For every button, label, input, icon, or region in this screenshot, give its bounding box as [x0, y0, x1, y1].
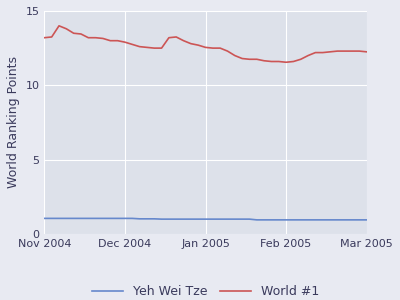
Yeh Wei Tze: [144, 217, 149, 220]
Yeh Wei Tze: [342, 218, 347, 222]
World #1: [203, 46, 208, 49]
Yeh Wei Tze: [196, 217, 200, 221]
Yeh Wei Tze: [276, 218, 281, 222]
Yeh Wei Tze: [181, 217, 186, 221]
World #1: [100, 37, 105, 40]
Yeh Wei Tze: [218, 217, 222, 221]
World #1: [291, 60, 296, 63]
Yeh Wei Tze: [137, 217, 142, 220]
Yeh Wei Tze: [328, 218, 332, 222]
World #1: [115, 39, 120, 43]
World #1: [342, 49, 347, 53]
World #1: [240, 57, 244, 60]
Yeh Wei Tze: [291, 218, 296, 222]
Yeh Wei Tze: [210, 217, 215, 221]
World #1: [357, 49, 362, 53]
Yeh Wei Tze: [247, 217, 252, 221]
World #1: [93, 36, 98, 40]
World #1: [152, 46, 157, 50]
World #1: [166, 36, 171, 40]
Yeh Wei Tze: [188, 217, 193, 221]
Yeh Wei Tze: [152, 217, 157, 220]
Yeh Wei Tze: [122, 217, 127, 220]
Yeh Wei Tze: [130, 217, 135, 220]
Line: World #1: World #1: [44, 26, 367, 62]
World #1: [188, 42, 193, 46]
Yeh Wei Tze: [298, 218, 303, 222]
World #1: [196, 43, 200, 47]
Yeh Wei Tze: [86, 217, 91, 220]
Yeh Wei Tze: [64, 217, 69, 220]
Yeh Wei Tze: [306, 218, 310, 222]
Yeh Wei Tze: [57, 217, 62, 220]
World #1: [320, 51, 325, 54]
World #1: [174, 35, 179, 39]
World #1: [210, 46, 215, 50]
World #1: [364, 50, 369, 54]
Yeh Wei Tze: [364, 218, 369, 222]
Yeh Wei Tze: [78, 217, 83, 220]
World #1: [144, 46, 149, 49]
Yeh Wei Tze: [71, 217, 76, 220]
Yeh Wei Tze: [49, 217, 54, 220]
Yeh Wei Tze: [225, 217, 230, 221]
Yeh Wei Tze: [240, 217, 244, 221]
World #1: [335, 49, 340, 53]
Yeh Wei Tze: [269, 218, 274, 222]
Line: Yeh Wei Tze: Yeh Wei Tze: [44, 218, 367, 220]
World #1: [64, 27, 69, 31]
Yeh Wei Tze: [174, 217, 179, 221]
Legend: Yeh Wei Tze, World #1: Yeh Wei Tze, World #1: [87, 280, 324, 300]
World #1: [86, 36, 91, 40]
Yeh Wei Tze: [313, 218, 318, 222]
World #1: [262, 59, 266, 63]
Yeh Wei Tze: [335, 218, 340, 222]
Yeh Wei Tze: [42, 217, 47, 220]
World #1: [284, 60, 288, 64]
World #1: [71, 32, 76, 35]
World #1: [42, 36, 47, 40]
Yeh Wei Tze: [232, 217, 237, 221]
World #1: [276, 60, 281, 63]
World #1: [328, 50, 332, 54]
World #1: [130, 43, 135, 46]
Yeh Wei Tze: [254, 218, 259, 222]
Yeh Wei Tze: [357, 218, 362, 222]
World #1: [49, 35, 54, 39]
Yeh Wei Tze: [166, 217, 171, 221]
World #1: [313, 51, 318, 54]
World #1: [306, 54, 310, 57]
World #1: [181, 39, 186, 43]
Yeh Wei Tze: [115, 217, 120, 220]
Yeh Wei Tze: [320, 218, 325, 222]
World #1: [78, 32, 83, 36]
World #1: [122, 40, 127, 44]
World #1: [225, 49, 230, 53]
Yeh Wei Tze: [159, 217, 164, 221]
Yeh Wei Tze: [284, 218, 288, 222]
Yeh Wei Tze: [262, 218, 266, 222]
Yeh Wei Tze: [203, 217, 208, 221]
World #1: [298, 58, 303, 61]
World #1: [269, 60, 274, 63]
Yeh Wei Tze: [93, 217, 98, 220]
Yeh Wei Tze: [108, 217, 113, 220]
Yeh Wei Tze: [100, 217, 105, 220]
World #1: [254, 58, 259, 61]
World #1: [232, 54, 237, 57]
World #1: [350, 49, 354, 53]
World #1: [137, 45, 142, 48]
World #1: [57, 24, 62, 28]
World #1: [108, 39, 113, 43]
Y-axis label: World Ranking Points: World Ranking Points: [7, 56, 20, 188]
World #1: [218, 46, 222, 50]
World #1: [247, 58, 252, 61]
Yeh Wei Tze: [350, 218, 354, 222]
World #1: [159, 46, 164, 50]
